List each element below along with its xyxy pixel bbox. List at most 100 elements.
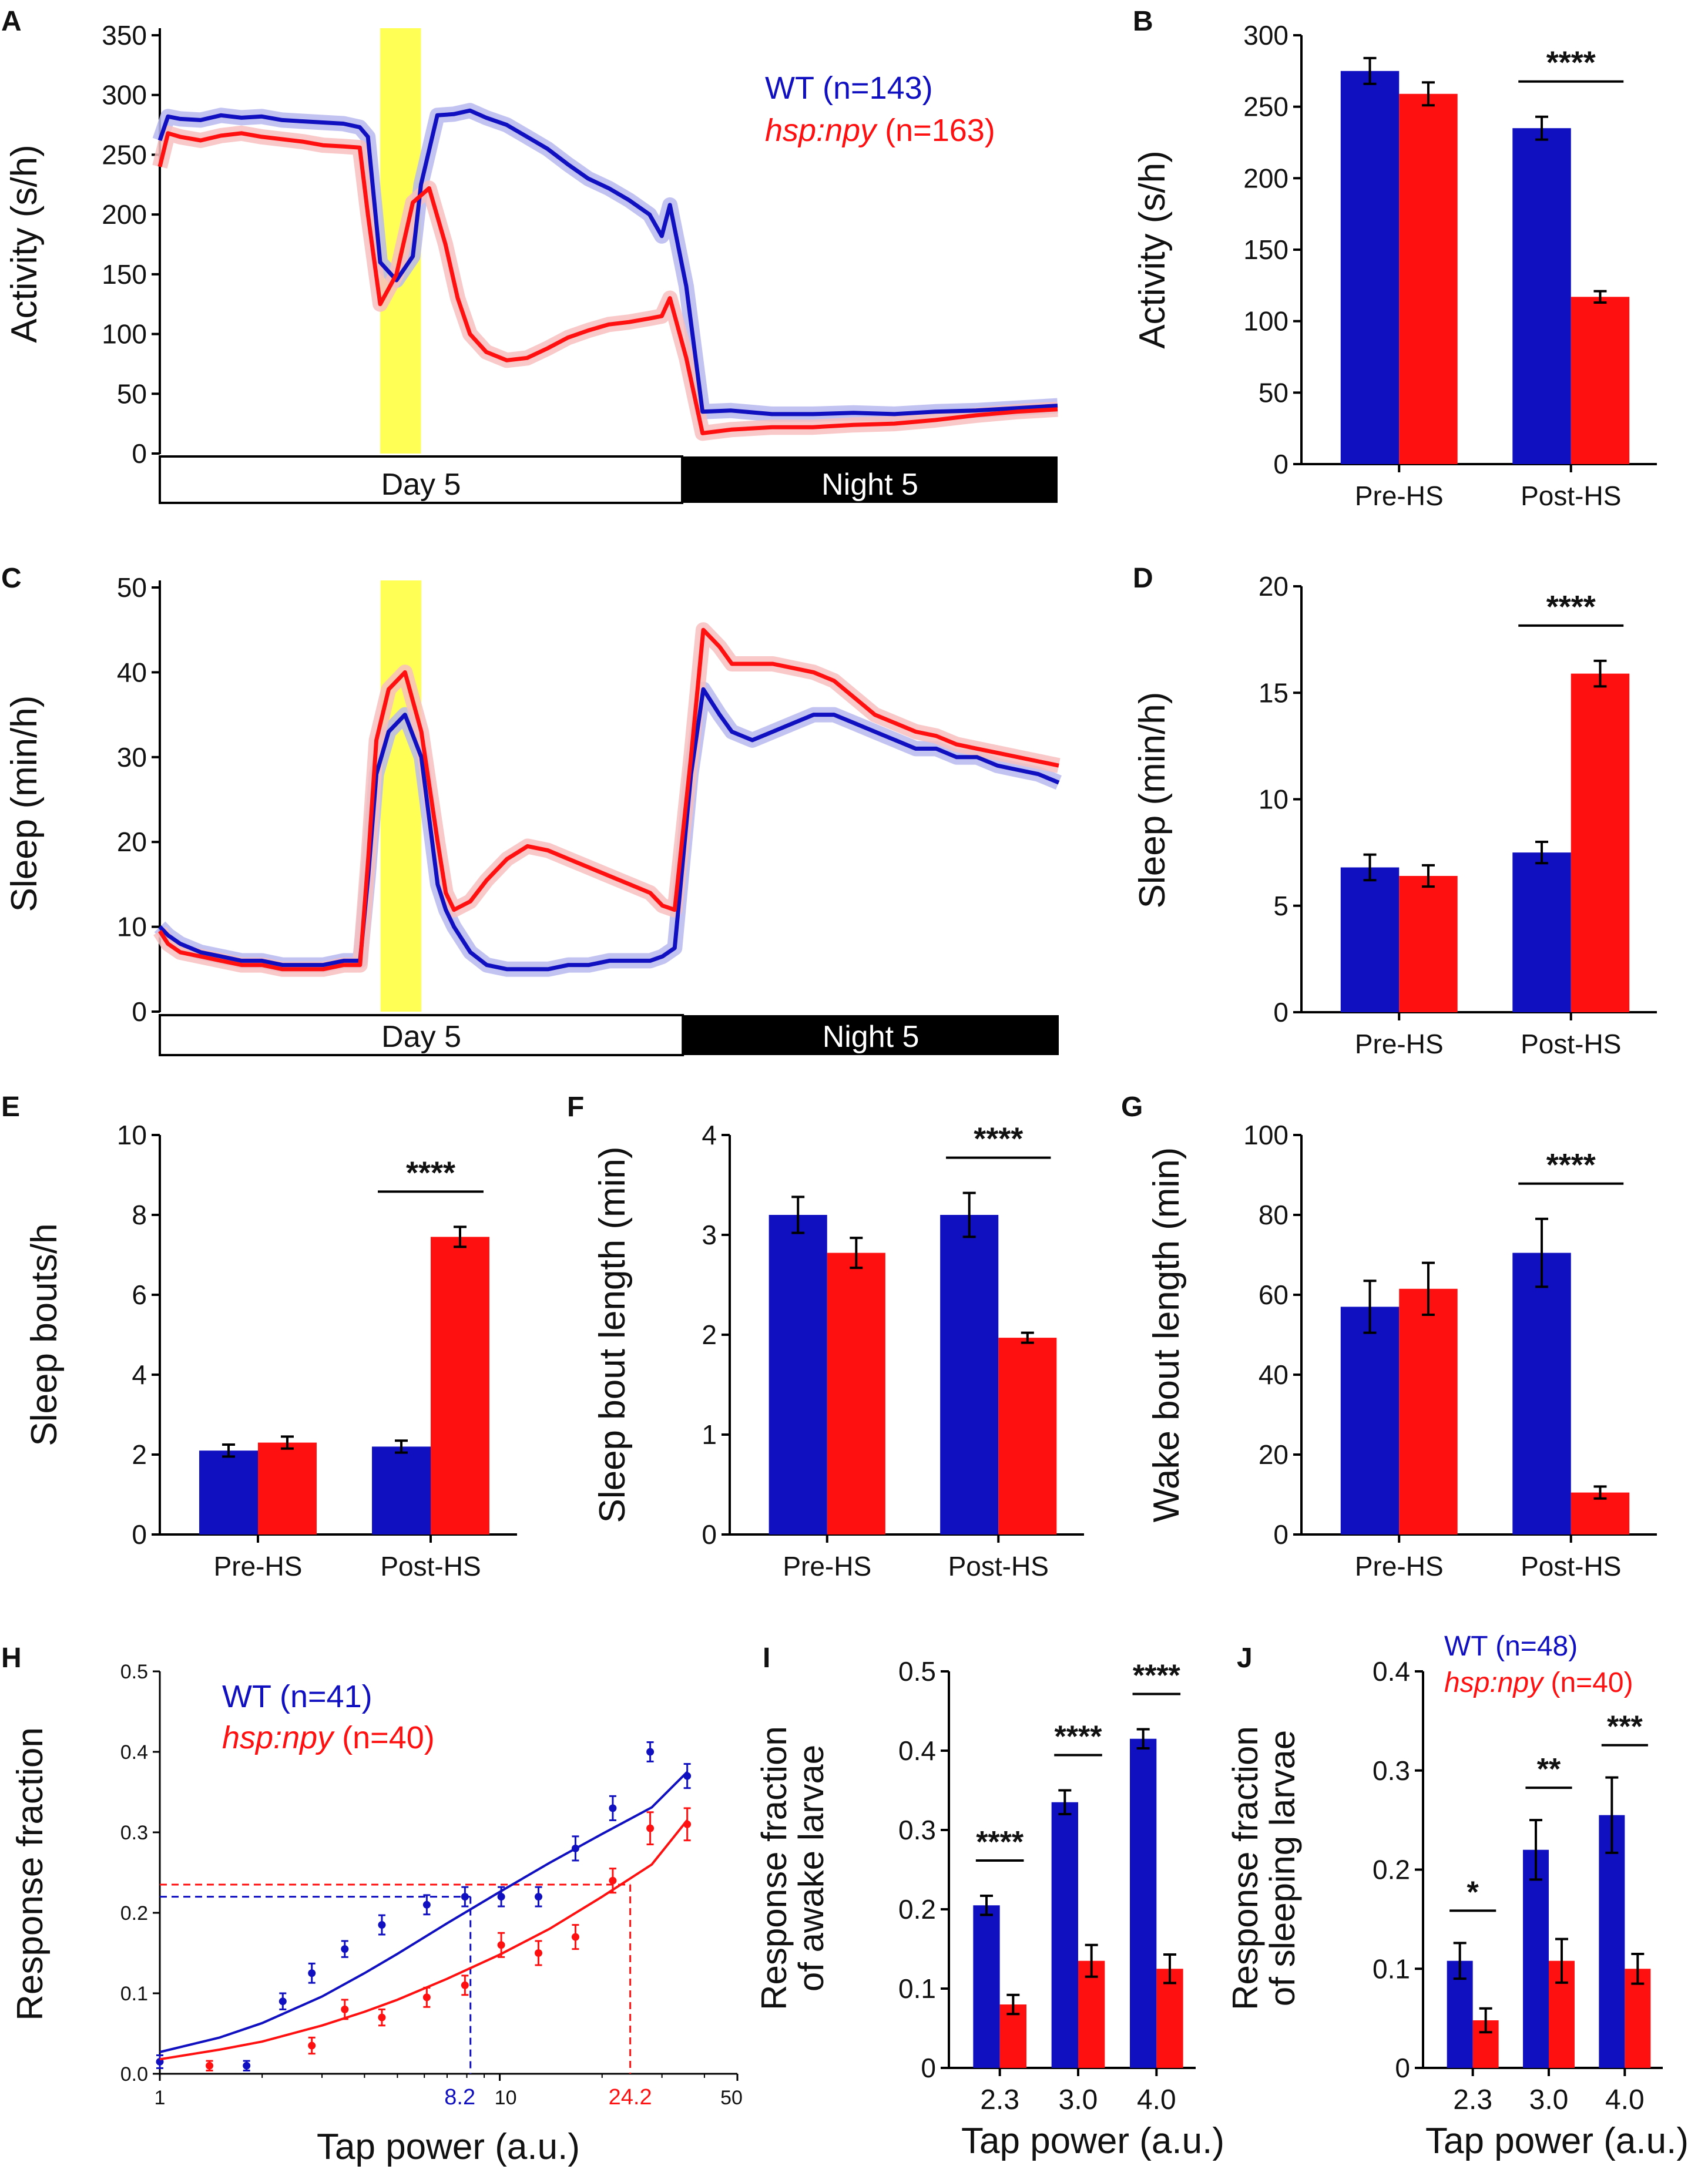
y-C-tick-label: 50 <box>117 572 147 603</box>
y-J-tick-label: 0.3 <box>1373 1755 1410 1786</box>
x-tick-label: Post-HS <box>948 1551 1049 1581</box>
y-G-tick-label: 80 <box>1259 1200 1288 1230</box>
y-G-tick-label: 60 <box>1259 1280 1288 1310</box>
heat-shock-window <box>380 580 422 1012</box>
y-B-tick-label: 250 <box>1243 92 1288 122</box>
y-tick-label: 0.0 <box>120 2063 148 2086</box>
x-tick-label: 4.0 <box>1137 2084 1176 2115</box>
legend-series-count: (n=143) <box>814 70 933 106</box>
y-B-tick-label: 100 <box>1243 306 1288 337</box>
y-C-tick-label: 30 <box>117 742 147 773</box>
night-label: Night 5 <box>821 468 918 502</box>
bar-wt-Pre-HS <box>1340 867 1400 1012</box>
y-axis-label-J-1: of sleeping larvae <box>1263 1730 1302 2006</box>
legend-series-count: (n=40) <box>333 1720 435 1755</box>
x-tick-label: 4.0 <box>1605 2084 1645 2115</box>
y-axis-label-I-0: Response fraction <box>754 1726 794 2010</box>
significance-label: *** <box>1607 1710 1643 1744</box>
bar-wt-Pre-HS <box>199 1450 258 1534</box>
x-tick-label: 3.0 <box>1529 2084 1569 2115</box>
bar-wt-2.3 <box>973 1905 1000 2068</box>
bar-hsp-Post-HS <box>1571 673 1630 1012</box>
series-band-hsp <box>152 125 1058 441</box>
y-I-tick-label: 0.3 <box>898 1815 936 1845</box>
bar-hsp-Pre-HS <box>1399 1288 1458 1534</box>
y-G-tick-label: 0 <box>1273 1519 1288 1550</box>
y-axis-label-C: Sleep (min/h) <box>4 696 45 912</box>
data-point-wt <box>497 1893 505 1901</box>
y-B-tick-label: 0 <box>1273 449 1288 479</box>
bar-hsp-Pre-HS <box>258 1442 317 1534</box>
x-axis-label-I: Tap power (a.u.) <box>961 2121 1224 2161</box>
y-B-tick-label: 300 <box>1243 20 1288 51</box>
y-A-tick-label: 350 <box>102 20 147 51</box>
legend-series-name: hsp:npy <box>222 1720 335 1755</box>
legend-A-0: WT (n=143) <box>765 70 933 106</box>
y-A-tick-label: 200 <box>102 199 147 230</box>
bar-wt-Pre-HS <box>1340 1307 1400 1534</box>
legend-series-count: (n=40) <box>1543 1667 1633 1698</box>
y-axis-label-A: Activity (s/h) <box>4 145 45 343</box>
x-tick-label: 2.3 <box>980 2084 1019 2115</box>
y-tick-label: 0.4 <box>120 1741 148 1764</box>
data-point-hsp <box>571 1933 579 1941</box>
y-tick-label: 0.5 <box>120 1661 148 1683</box>
bar-wt-Post-HS <box>1512 1252 1571 1534</box>
panel-letter-J: J <box>1237 1643 1253 1674</box>
fit-curve-hsp <box>159 1819 689 2061</box>
y-C-tick-label: 0 <box>132 996 147 1027</box>
panel-letter-G: G <box>1121 1092 1143 1123</box>
data-point-wt <box>571 1844 579 1852</box>
x-tick-label: Post-HS <box>380 1551 481 1581</box>
y-D-tick-label: 10 <box>1259 784 1288 815</box>
y-B-tick-label: 150 <box>1243 234 1288 265</box>
x-tick-label: Pre-HS <box>1355 1551 1444 1581</box>
y-E-tick-label: 6 <box>132 1280 147 1310</box>
bar-wt-4.0 <box>1130 1738 1157 2068</box>
bar-wt-3.0 <box>1523 1849 1549 2068</box>
y-axis-label-B: Activity (s/h) <box>1132 150 1173 349</box>
x-tick-label: Pre-HS <box>1355 1029 1444 1059</box>
y-A-tick-label: 50 <box>117 378 147 409</box>
y-I-tick-label: 0.5 <box>898 1656 936 1687</box>
ec50-label-hsp: 24.2 <box>609 2085 652 2110</box>
y-F-tick-label: 0 <box>702 1519 717 1550</box>
data-point-hsp <box>422 1993 431 2002</box>
y-I-tick-label: 0.1 <box>898 1973 936 2004</box>
significance-label: **** <box>1546 45 1596 80</box>
series-band-hsp <box>153 622 1061 977</box>
y-F-tick-label: 2 <box>702 1319 717 1350</box>
significance-label: ** <box>1537 1752 1561 1787</box>
data-point-wt <box>461 1893 469 1901</box>
series-line-wt <box>157 108 1058 417</box>
panel-letter-A: A <box>1 6 22 37</box>
y-axis-label-J-0: Response fraction <box>1226 1726 1265 2010</box>
bar-hsp-4.0 <box>1625 1969 1651 2068</box>
data-point-wt <box>646 1748 655 1756</box>
bar-wt-Post-HS <box>372 1446 431 1534</box>
y-I-tick-label: 0.4 <box>898 1735 936 1766</box>
y-F-tick-label: 3 <box>702 1220 717 1250</box>
data-point-hsp <box>206 2061 214 2070</box>
data-point-hsp <box>683 1820 692 1828</box>
y-A-tick-label: 250 <box>102 139 147 170</box>
x-tick-label: Pre-HS <box>214 1551 303 1581</box>
significance-label: * <box>1467 1875 1479 1909</box>
y-C-tick-label: 10 <box>117 912 147 942</box>
bar-wt-3.0 <box>1051 1802 1078 2068</box>
panel-letter-D: D <box>1133 563 1153 594</box>
y-D-tick-label: 20 <box>1259 571 1288 602</box>
night-band <box>683 1015 1059 1055</box>
data-point-wt <box>243 2061 251 2070</box>
night-band <box>682 456 1058 503</box>
x-tick-label: 1 <box>155 2087 166 2109</box>
panel-letter-I: I <box>763 1643 770 1674</box>
day-band <box>159 455 684 504</box>
series-band-wt <box>152 103 1058 422</box>
bar-hsp-Post-HS <box>431 1237 489 1534</box>
x-tick-label: Pre-HS <box>1355 481 1444 511</box>
y-C-tick-label: 40 <box>117 657 147 687</box>
panel-letter-H: H <box>1 1643 22 1674</box>
y-axis-label-H: Response fraction <box>10 1727 51 2021</box>
